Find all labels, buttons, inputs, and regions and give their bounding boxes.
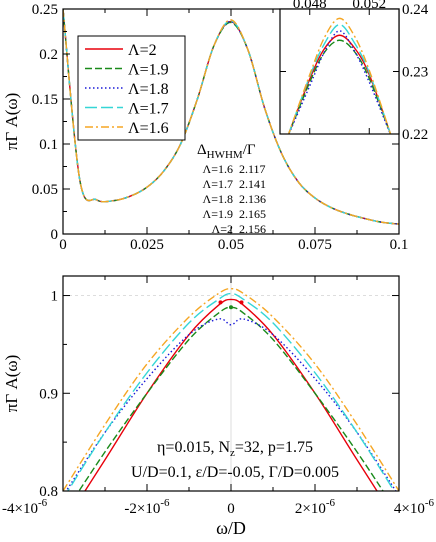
hwhm-row-value: 2.156 <box>239 222 266 236</box>
bottom-x-tick-label: 2×10-6 <box>295 497 336 517</box>
series-line-1-1 <box>287 39 392 134</box>
bottom-x-axis-label: ω/D <box>216 518 246 538</box>
legend-label-1: Λ=1.9 <box>128 62 169 79</box>
bottom-plot-frame <box>62 275 400 492</box>
parameter-part: U/D=0.1, ε/D=-0.05, Γ/D=0.005 <box>131 464 339 481</box>
hwhm-row-label: Λ=1.8 <box>203 192 233 206</box>
hwhm-row-label: Λ=1.9 <box>203 207 233 221</box>
top-y-tick-label: 0 <box>51 227 59 243</box>
bottom-x-tick-label: 0 <box>227 501 235 517</box>
legend-box <box>77 35 186 141</box>
inset-y-tick-label: 0.23 <box>402 65 428 81</box>
bottom-y-tick-label: 1 <box>51 289 59 305</box>
peak-marker <box>239 300 244 305</box>
hwhm-header-delta: Δ <box>197 142 207 158</box>
hwhm-row-label: Λ=1.7 <box>203 177 233 191</box>
legend-label-2: Λ=1.8 <box>128 81 169 98</box>
top-y-axis-label: πΓ A(ω) <box>2 93 21 150</box>
peak-marker <box>229 305 233 310</box>
hwhm-header-sub: HWHM <box>207 149 243 161</box>
bottom-x-tick-label: -4×10-6 <box>2 497 48 517</box>
series-line-2-3 <box>67 292 395 491</box>
series-line-0-4 <box>63 9 399 225</box>
bottom-y-axis-label: πΓ A(ω) <box>2 355 21 412</box>
bottom-x-tick-mantissa: 4×10 <box>394 501 425 517</box>
bottom-x-tick-exponent: -6 <box>425 497 435 509</box>
legend-label-0: Λ=2 <box>128 42 157 59</box>
inset-x-tick-label: 0.052 <box>352 0 386 12</box>
hwhm-header-tail: /Γ <box>243 142 256 158</box>
top-x-tick-label: 0.025 <box>130 237 164 253</box>
hwhm-row-value: 2.136 <box>239 192 266 206</box>
top-y-tick-label: 0.25 <box>32 2 58 18</box>
parameter-part: η=0.015, N <box>157 439 230 456</box>
bottom-x-tick-exponent: -6 <box>326 497 336 509</box>
bottom-y-tick-label: 0.9 <box>39 386 58 402</box>
series-line-2-0 <box>84 298 378 491</box>
bottom-y-tick-label: 0.8 <box>39 484 58 500</box>
bottom-x-tick-mantissa: 2×10 <box>295 501 326 517</box>
inset-frame <box>279 8 400 135</box>
top-y-tick-label: 0.1 <box>39 137 58 153</box>
legend-label-4: Λ=1.6 <box>128 120 169 137</box>
legend-label-3: Λ=1.7 <box>128 101 169 118</box>
parameter-part: z <box>230 447 235 459</box>
parameter-part: =32, p=1.75 <box>235 439 313 456</box>
inset-y-tick-label: 0.24 <box>402 2 429 18</box>
parameter-line-1: U/D=0.1, ε/D=-0.05, Γ/D=0.005 <box>131 464 339 481</box>
top-panel: 0 0.025 0.05 0.075 0.1 0 0.05 0.1 0.15 0.2 0.25 πΓ … <box>2 2 408 253</box>
hwhm-row-value: 2.141 <box>239 177 266 191</box>
top-x-tick-label: 0 <box>59 237 67 253</box>
top-x-tick-label: 0.1 <box>390 237 409 253</box>
hwhm-row-label: Λ=2 <box>212 222 233 236</box>
hwhm-row-label: Λ=1.6 <box>203 162 233 176</box>
parameter-line-0: η=0.015, Nz=32, p=1.75 <box>157 439 313 459</box>
top-y-tick-label: 0.15 <box>32 92 58 108</box>
series-line-2-4 <box>63 287 399 491</box>
bottom-x-tick-exponent: -6 <box>38 497 48 509</box>
inset-y-tick-label: 0.22 <box>402 127 428 143</box>
hwhm-header: ΔHWHM/Γ <box>197 142 256 161</box>
inset-background <box>280 9 399 134</box>
bottom-x-tick-mantissa: -4×10 <box>2 501 38 517</box>
peak-marker <box>218 300 223 305</box>
inset-panel: 0.048 0.052 0.22 0.23 0.24 <box>279 0 429 143</box>
bottom-x-tick-label: 4×10-6 <box>394 497 435 517</box>
series-line-1-4 <box>287 17 392 134</box>
hwhm-row-value: 2.165 <box>239 207 266 221</box>
series-line-2-2 <box>65 318 397 491</box>
top-y-tick-label: 0.2 <box>39 47 58 63</box>
bottom-x-tick-mantissa: 0 <box>227 501 235 517</box>
hwhm-row-value: 2.117 <box>239 162 266 176</box>
top-x-tick-label: 0.05 <box>218 237 244 253</box>
top-x-tick-label: 0.075 <box>298 237 332 253</box>
bottom-x-tick-mantissa: -2×10 <box>124 501 160 517</box>
bottom-x-tick-label: -2×10-6 <box>124 497 170 517</box>
top-y-tick-label: 0.05 <box>32 182 58 198</box>
inset-x-tick-label: 0.048 <box>293 0 327 12</box>
bottom-x-tick-exponent: -6 <box>160 497 170 509</box>
